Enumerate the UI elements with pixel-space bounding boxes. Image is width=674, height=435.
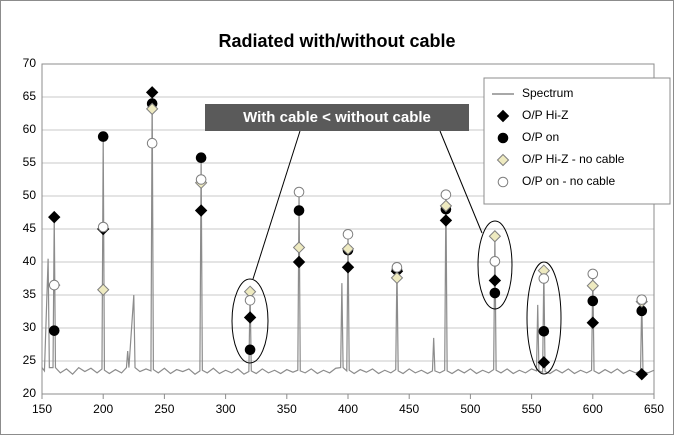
legend: Spectrum O/P Hi-Z O/P on O/P Hi-Z - no cabl…: [483, 77, 671, 205]
y-tick-label: 55: [23, 155, 37, 169]
y-tick-label: 40: [23, 254, 37, 268]
circle-marker: [244, 294, 256, 306]
diamond-marker: [341, 261, 355, 274]
legend-label: O/P Hi-Z - no cable: [522, 152, 625, 166]
x-tick-label: 350: [277, 402, 297, 416]
diamond-marker: [243, 311, 257, 324]
circle-marker: [489, 256, 501, 267]
diamond-marker: [635, 367, 648, 381]
circle-marker: [97, 221, 109, 233]
x-tick-label: 600: [583, 402, 603, 416]
annotation-box: [205, 104, 469, 131]
diamond-marker: [496, 153, 510, 167]
circle-marker: [497, 176, 509, 188]
circle-marker: [342, 228, 354, 240]
diamond-marker: [488, 274, 502, 287]
diamond-marker: [488, 230, 502, 243]
circle-marker: [391, 261, 403, 273]
chart-title: Radiated with/without cable: [218, 31, 455, 51]
diamond-marker: [439, 214, 453, 227]
diamond-marker: [496, 109, 510, 123]
circle-marker: [244, 344, 256, 356]
circle-marker: [195, 152, 207, 164]
plot-area: 20 25 30 35 40 45 50 55 60 65 70 150 200 250 300 350 400…: [23, 56, 665, 416]
x-tick-label: 450: [399, 402, 419, 416]
circle-marker: [293, 186, 305, 198]
circle-marker: [440, 189, 452, 200]
legend-label: O/P Hi-Z: [522, 108, 568, 122]
diamond-marker: [537, 356, 551, 369]
diamond-marker: [292, 255, 306, 269]
circle-marker: [538, 326, 550, 337]
x-tick-label: 500: [460, 402, 480, 416]
diamond-marker: [390, 271, 404, 285]
annotation-ellipse: [526, 261, 562, 375]
circle-marker: [489, 287, 501, 299]
circle-marker: [587, 268, 599, 280]
diamond-marker: [341, 242, 355, 256]
circle-marker: [146, 137, 158, 149]
circle-marker: [48, 279, 60, 291]
y-tick-label: 50: [23, 188, 37, 202]
annotation-line: [252, 130, 301, 280]
circle-marker: [587, 295, 599, 307]
y-tick-label: 25: [23, 353, 37, 367]
x-tick-label: 550: [522, 402, 542, 416]
circle-marker: [195, 174, 207, 185]
diamond-marker: [586, 316, 600, 329]
y-tick-label: 70: [23, 56, 37, 70]
circle-marker: [497, 132, 509, 144]
annotation-line: [439, 130, 483, 234]
y-tick-label: 45: [23, 221, 37, 235]
circle-marker: [97, 131, 109, 142]
legend-label: O/P on - no cable: [522, 174, 615, 188]
annotation-ellipse: [231, 278, 269, 364]
legend-box: [483, 77, 671, 205]
y-tick-label: 60: [23, 122, 37, 136]
x-tick-label: 300: [216, 402, 236, 416]
diamond-marker: [145, 86, 159, 99]
annotation: With cable < without cable: [205, 104, 562, 375]
diamond-marker: [439, 199, 453, 213]
circle-marker: [48, 325, 60, 336]
x-tick-label: 400: [338, 402, 358, 416]
x-tick-label: 150: [32, 402, 52, 416]
y-tick-label: 30: [23, 320, 37, 334]
diamond-marker: [48, 210, 61, 224]
circle-marker: [293, 205, 305, 216]
diamond-marker: [194, 204, 208, 217]
legend-label: Spectrum: [522, 86, 573, 100]
diamond-marker: [586, 279, 600, 292]
legend-label: O/P on: [522, 130, 559, 144]
y-tick-label: 35: [23, 287, 37, 301]
circle-marker: [636, 294, 648, 305]
diamond-marker: [96, 283, 110, 296]
diamond-marker: [145, 102, 159, 116]
diamond-marker: [292, 241, 306, 254]
y-tick-label: 20: [23, 386, 37, 400]
circle-marker: [538, 273, 550, 284]
annotation-ellipse: [477, 220, 513, 310]
x-tick-label: 250: [154, 402, 174, 416]
y-tick-label: 65: [23, 89, 37, 103]
spectrum-line: [41, 91, 655, 376]
x-tick-label: 200: [93, 402, 113, 416]
annotation-text: With cable < without cable: [243, 109, 431, 126]
x-tick-label: 650: [644, 402, 664, 416]
